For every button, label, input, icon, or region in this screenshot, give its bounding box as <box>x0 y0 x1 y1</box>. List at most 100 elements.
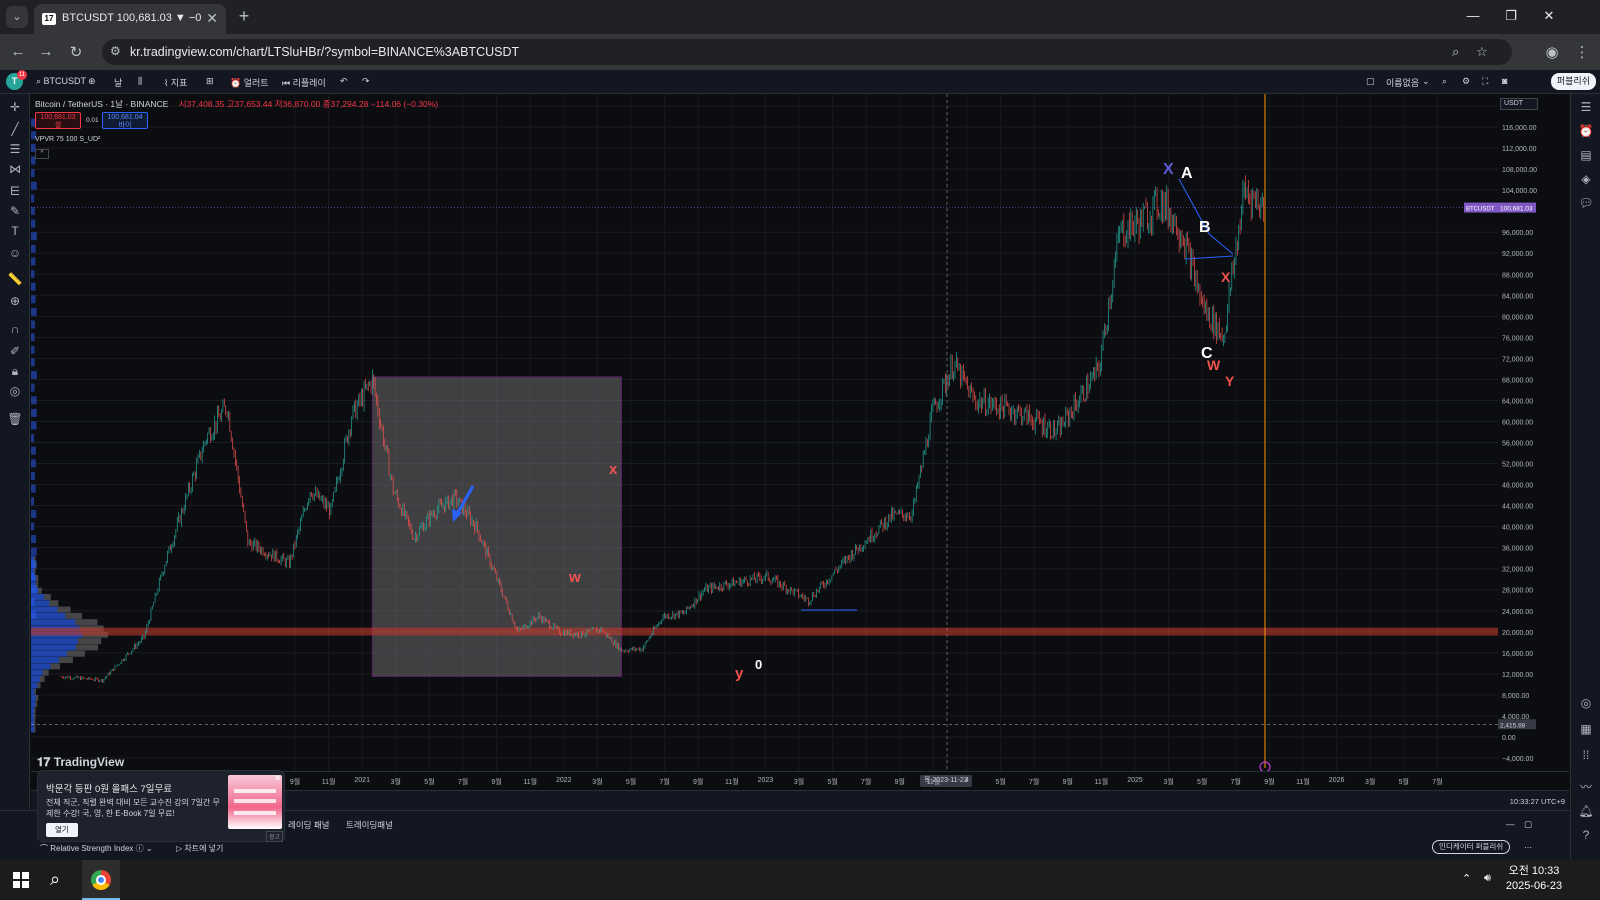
chart-canvas[interactable]: 120,000.00116,000.00112,000.00108,000.00… <box>31 94 1569 790</box>
forward-icon[interactable]: → <box>36 43 56 60</box>
tab-partial[interactable]: 레이딩 패널 <box>288 819 329 831</box>
volume-profile-bar <box>31 182 37 190</box>
news-icon[interactable]: ▤ <box>1577 146 1595 164</box>
apps-grid-icon[interactable]: ⁞⁞ <box>1577 746 1595 764</box>
text-icon[interactable]: T <box>6 222 24 240</box>
system-clock[interactable]: 오전 10:33 2025-06-23 <box>1504 864 1564 894</box>
time-tick-label: 3월 <box>1163 777 1173 787</box>
ad-popup[interactable]: 박문각 등판 0원 올패스 7일무료 전체 직군, 직렬 완벽 대비 모든 교수… <box>37 770 285 842</box>
volume-profile-bar <box>31 194 34 202</box>
close-icon[interactable]: ✕ <box>206 10 218 27</box>
bell-icon[interactable]: 🔔︎ <box>1577 802 1595 820</box>
volume-profile-bar <box>31 421 37 429</box>
buy-button[interactable]: 100,681.04 바이 <box>102 112 148 129</box>
magnet-icon[interactable]: ∩ <box>6 320 24 338</box>
price-tick-label: 108,000.00 <box>1502 167 1537 174</box>
symbol-title[interactable]: Bitcoin / TetherUS · 1날 · BINANCE <box>35 99 168 109</box>
time-tick-label: 9월 <box>693 777 703 787</box>
rss-icon[interactable]: 〰 <box>1577 778 1595 796</box>
chrome-taskbar-icon[interactable] <box>82 860 120 900</box>
interval-button[interactable]: 날 <box>114 76 122 89</box>
publish-button[interactable]: 퍼블리쉬 <box>1551 73 1596 90</box>
forecast-icon[interactable]: ⋿ <box>6 182 24 200</box>
lock-icon[interactable]: 🔒︎ <box>6 362 24 380</box>
site-info-icon[interactable]: ⚙ <box>110 44 121 58</box>
quick-search-icon[interactable]: ⌕ <box>1442 76 1447 87</box>
more-icon[interactable]: ⋯ <box>1524 843 1532 852</box>
alert-button[interactable]: ⏰ 얼러트 <box>230 76 269 89</box>
settings-icon[interactable]: ⚙ <box>1462 76 1470 87</box>
chat-icon[interactable]: 💬︎ <box>1577 194 1595 212</box>
chart-clock[interactable]: 10:33:27 UTC+9 <box>1510 797 1565 806</box>
volume-profile-bar <box>31 619 75 625</box>
tab-trading-panel[interactable]: 트레이딩패널 <box>346 819 393 831</box>
currency-select[interactable]: USDT <box>1500 98 1538 110</box>
taskbar-search-icon[interactable]: ⌕ <box>50 869 60 890</box>
ad-close-icon[interactable]: ✕ <box>274 773 282 784</box>
trend-line-icon[interactable]: ╱ <box>6 120 24 138</box>
pattern-icon[interactable]: ⋈ <box>6 160 24 178</box>
tab-search-icon[interactable]: ⌄ <box>6 6 28 28</box>
open-chart-link[interactable]: ▷ 차트에 넣기 <box>176 843 223 854</box>
bookmark-star-icon[interactable]: ☆ <box>1476 44 1488 60</box>
back-icon[interactable]: ← <box>8 43 28 60</box>
emoji-icon[interactable]: ☺ <box>6 244 24 262</box>
browser-nav-bar: ← → ↻ ⚙ kr.tradingview.com/chart/LTSluHB… <box>0 34 1600 70</box>
keep-drawing-icon[interactable]: ✐ <box>6 342 24 360</box>
brush-icon[interactable]: ✎ <box>6 202 24 220</box>
crosshair-icon[interactable]: ✛ <box>6 98 24 116</box>
calendar-icon[interactable]: ▦ <box>1577 720 1595 738</box>
fullscreen-icon[interactable]: ⛶ <box>1482 76 1488 87</box>
maximize-panel-icon[interactable]: ▢ <box>1524 819 1532 830</box>
browser-tab[interactable]: 17 BTCUSDT 100,681.03 ▼ −0.28% ✕ <box>34 4 226 34</box>
compare-icon[interactable]: ⊕ <box>88 76 96 87</box>
restore-icon[interactable]: ❐ <box>1496 8 1526 24</box>
volume-icon[interactable]: 🔊︎ <box>1484 872 1491 885</box>
candle-type-icon[interactable]: ⫼ <box>138 76 142 87</box>
layout-save-icon[interactable]: ▢ <box>1366 76 1375 87</box>
chevron-down-icon[interactable]: ⌄ <box>1422 76 1430 87</box>
collapse-legend-button[interactable]: ^ <box>35 149 49 159</box>
camera-icon[interactable]: ◙ <box>1502 76 1507 86</box>
tray-chevron-icon[interactable]: ⌃ <box>1462 872 1471 885</box>
layout-name[interactable]: 이름없음 <box>1386 76 1419 89</box>
symbol-search-button[interactable]: ⌕ BTCUSDT <box>36 76 86 87</box>
sell-button[interactable]: 100,681.03 셀 <box>35 112 81 129</box>
ad-open-button[interactable]: 열기 <box>46 823 78 837</box>
volume-profile-bar <box>31 270 34 278</box>
zoom-in-icon[interactable]: ⊕ <box>6 292 24 310</box>
trash-icon[interactable]: 🗑︎ <box>6 410 24 428</box>
time-tick-label: 5월 <box>626 777 636 787</box>
reload-icon[interactable]: ↻ <box>66 43 86 61</box>
menu-icon[interactable]: ⋮ <box>1572 43 1592 61</box>
watchlist-icon[interactable]: ☰ <box>1577 98 1595 116</box>
new-tab-icon[interactable]: + <box>234 6 254 27</box>
eye-icon[interactable]: ◎ <box>6 382 24 400</box>
indicator-row[interactable]: ⌒ Relative Strength Index ⓘ ⌄ <box>40 843 153 854</box>
url-text[interactable]: kr.tradingview.com/chart/LTSluHBr/?symbo… <box>130 45 519 59</box>
undo-icon[interactable]: ↶ <box>340 76 348 87</box>
minimize-panel-icon[interactable]: — <box>1506 819 1515 829</box>
wave-label: 0 <box>755 657 762 672</box>
alerts-icon[interactable]: ⏰ <box>1577 122 1595 140</box>
vpvr-indicator-label[interactable]: VPVR 75 100 S_UD² <box>35 136 100 143</box>
window-close-icon[interactable]: ✕ <box>1534 8 1564 24</box>
address-bar[interactable]: ⚙ kr.tradingview.com/chart/LTSluHBr/?sym… <box>102 39 1512 65</box>
indicators-button[interactable]: ⌇ 지표 <box>164 76 187 89</box>
help-icon[interactable]: ? <box>1577 826 1595 844</box>
target-icon[interactable]: ◎ <box>1577 694 1595 712</box>
layers-icon[interactable]: ◈ <box>1577 170 1595 188</box>
volume-profile-bar <box>36 575 38 581</box>
profile-icon[interactable]: ◉ <box>1542 43 1562 61</box>
zoom-icon[interactable]: ⌕ <box>1452 44 1459 60</box>
ruler-icon[interactable]: 📏 <box>6 270 24 288</box>
replay-button[interactable]: ⏮ 리플레이 <box>282 76 326 89</box>
volume-profile-bar <box>31 611 36 619</box>
redo-icon[interactable]: ↷ <box>362 76 370 87</box>
fib-icon[interactable]: ☰ <box>6 140 24 158</box>
windows-start-icon[interactable] <box>13 872 29 888</box>
publish-indicator-button[interactable]: 인디케이터 퍼블리쉬 <box>1432 840 1510 854</box>
layout-icon[interactable]: ⊞ <box>206 76 214 87</box>
minimize-icon[interactable]: — <box>1458 8 1488 23</box>
price-chart[interactable]: 120,000.00116,000.00112,000.00108,000.00… <box>31 94 1569 790</box>
